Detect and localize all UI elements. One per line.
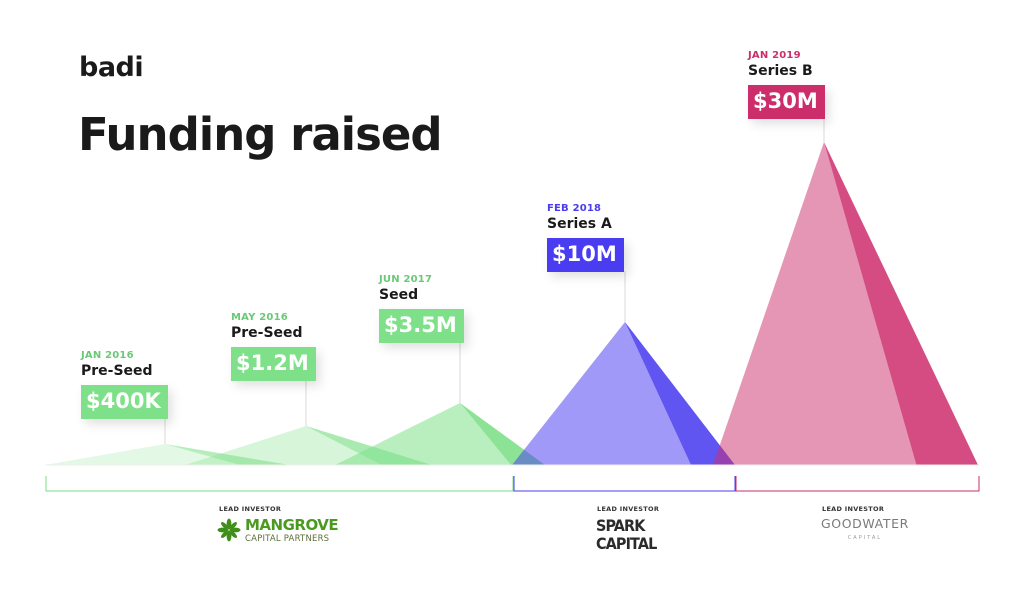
round-date: FEB 2018 [547,203,602,214]
chart-peaks [45,142,978,465]
round-name: Series A [547,216,612,232]
brand-logo: badi [79,52,144,83]
peak-side-4 [824,142,978,465]
leaf-icon [217,518,241,542]
round-date: JAN 2016 [81,350,134,361]
spark-name: SPARK [596,516,645,535]
mangrove-logo: MANGROVE CAPITAL PARTNERS [217,516,339,546]
peak-front-4 [713,142,917,465]
peak-front-3 [512,322,691,465]
round-name: Series B [748,63,813,79]
mangrove-subtitle: CAPITAL PARTNERS [245,534,330,544]
round-name: Pre-Seed [81,363,153,379]
round-name: Pre-Seed [231,325,303,341]
peak-side-2 [460,403,545,465]
mangrove-name: MANGROVE [245,516,339,534]
round-date: JUN 2017 [379,274,433,285]
amount-badge: $1.2M [231,347,316,381]
lead-investor-label: LEAD INVESTOR [822,505,885,513]
amount-badge: $10M [547,238,624,272]
goodwater-subtitle: CAPITAL [847,535,883,541]
lead-investor-label: LEAD INVESTOR [219,505,282,513]
lead-investor-label: LEAD INVESTOR [597,505,660,513]
amount-badge: $3.5M [379,309,464,343]
chart-stems [164,117,825,444]
round-label-4: JAN 2019 Series B $30M [748,50,825,119]
goodwater-name: GOODWATER [821,516,909,531]
round-name: Seed [379,287,419,303]
peak-side-3 [625,322,735,465]
page-title: Funding raised [78,108,443,161]
round-date: MAY 2016 [231,312,288,323]
spark-subtitle: CAPITAL [596,534,657,553]
round-label-1: MAY 2016 Pre-Seed $1.2M [231,312,316,381]
amount-badge: $400K [81,385,168,419]
round-date: JAN 2019 [748,50,801,61]
investor-bracket-0 [45,476,514,492]
spark-capital-logo: SPARK CAPITAL [596,516,657,553]
amount-badge: $30M [748,85,825,119]
round-label-0: JAN 2016 Pre-Seed $400K [81,350,168,419]
goodwater-logo: GOODWATER CAPITAL [821,517,909,545]
peak-front-0 [45,444,240,465]
peak-side-0 [165,444,290,465]
investor-bracket-2 [735,476,980,492]
peak-front-2 [335,403,511,465]
round-label-2: JUN 2017 Seed $3.5M [379,274,464,343]
peak-front-1 [185,426,382,465]
round-label-3: FEB 2018 Series A $10M [547,203,624,272]
investor-bracket-1 [513,476,736,492]
investor-brackets [45,476,980,492]
